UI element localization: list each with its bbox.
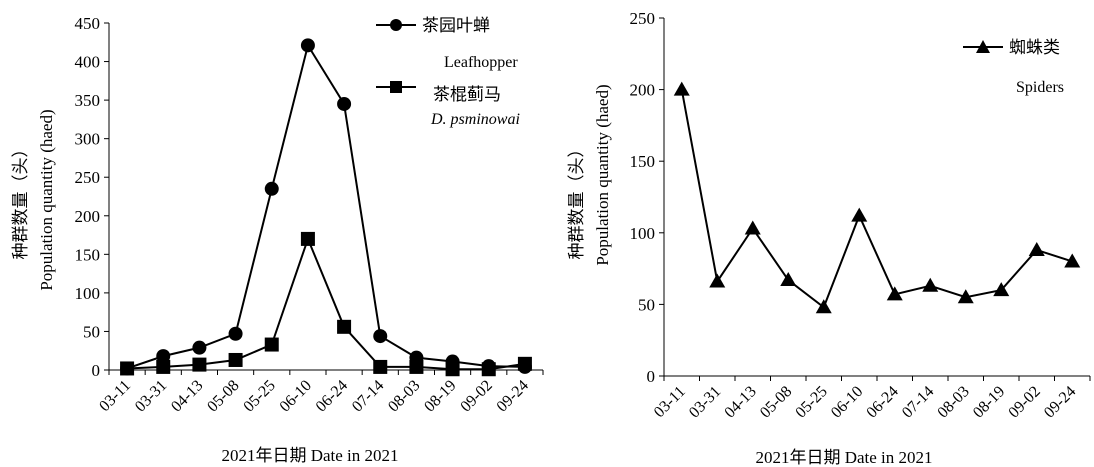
x-tick-label: 07-14 bbox=[349, 377, 387, 415]
x-tick-label: 03-11 bbox=[96, 377, 134, 415]
x-tick-label: 04-13 bbox=[721, 383, 759, 421]
y-tick-label: 100 bbox=[75, 284, 101, 303]
data-point-square bbox=[481, 362, 496, 377]
data-point-triangle bbox=[886, 286, 903, 301]
y-axis-label-en-right: Population quantity (haed) bbox=[593, 84, 612, 265]
x-tick-label: 05-25 bbox=[240, 377, 278, 415]
y-tick-label: 300 bbox=[75, 130, 101, 149]
legend-label-spiders-cn: 蜘蛛类 bbox=[1009, 38, 1060, 57]
x-axis-label-right: 2021年日期 Date in 2021 bbox=[755, 448, 932, 467]
legend-right: 蜘蛛类 Spiders bbox=[963, 38, 1064, 96]
legend-label-spiders-en: Spiders bbox=[1016, 79, 1064, 96]
x-tick-label: 09-02 bbox=[457, 377, 495, 415]
y-tick-label: 0 bbox=[92, 361, 101, 380]
data-point-triangle bbox=[851, 207, 868, 222]
plot-area-right: 0 50 100 150 200 250 03-1103-3104-1305-0805-25… bbox=[630, 9, 1091, 421]
data-point-square bbox=[517, 356, 532, 371]
data-point-circle bbox=[373, 329, 388, 344]
y-tick-label: 150 bbox=[630, 152, 656, 171]
x-tick-label: 08-03 bbox=[934, 383, 972, 421]
data-point-triangle bbox=[957, 289, 974, 304]
y-axis-label-en-left: Population quantity (haed) bbox=[37, 109, 56, 290]
legend-marker-circle bbox=[390, 19, 402, 31]
x-tick-label: 04-13 bbox=[168, 377, 206, 415]
series-line-triangle bbox=[680, 89, 1073, 309]
legend-marker-square bbox=[390, 81, 402, 93]
y-tick-label: 400 bbox=[75, 53, 101, 72]
data-point-square bbox=[156, 359, 171, 374]
x-tick-label: 09-24 bbox=[494, 377, 532, 415]
y-tick-label: 200 bbox=[75, 207, 101, 226]
y-tick-label: 150 bbox=[75, 245, 101, 264]
data-point-triangle bbox=[815, 299, 832, 314]
legend-label-thrips-cn: 茶棍蓟马 bbox=[433, 85, 501, 104]
data-point-square bbox=[337, 319, 352, 334]
y-tick-label: 50 bbox=[83, 322, 100, 341]
x-tick-label: 08-03 bbox=[385, 377, 423, 415]
y-tick-label: 50 bbox=[638, 295, 655, 314]
x-tick-label: 06-10 bbox=[828, 383, 866, 421]
x-tick-label: 06-24 bbox=[863, 383, 901, 421]
x-tick-label: 08-19 bbox=[421, 377, 459, 415]
data-point-square bbox=[445, 362, 460, 377]
data-point-triangle bbox=[1028, 241, 1045, 256]
legend-label-thrips-en: D. psminowai bbox=[430, 111, 520, 128]
chart-spiders: 0 50 100 150 200 250 03-1103-3104-1305-0805-25… bbox=[567, 9, 1091, 467]
x-tick-label: 07-14 bbox=[899, 383, 937, 421]
data-point-triangle bbox=[922, 277, 939, 292]
y-tick-label: 250 bbox=[75, 168, 101, 187]
data-point-circle bbox=[156, 349, 171, 364]
legend-marker-triangle bbox=[976, 40, 990, 53]
data-point-square bbox=[300, 231, 315, 246]
plot-area-left: 0 50 100 150 200 250 300 350 400 450 03-1103-3104-… bbox=[75, 14, 544, 415]
y-tick-label: 450 bbox=[75, 14, 101, 33]
x-tick-label: 05-08 bbox=[204, 377, 242, 415]
y-tick-label: 0 bbox=[647, 367, 656, 386]
data-point-triangle bbox=[780, 272, 797, 287]
data-point-circle bbox=[337, 96, 352, 111]
data-point-circle bbox=[228, 326, 243, 341]
x-tick-label: 06-10 bbox=[277, 377, 315, 415]
data-point-triangle bbox=[744, 220, 761, 235]
data-point-square bbox=[409, 359, 424, 374]
data-point-circle bbox=[192, 340, 207, 355]
data-point-circle bbox=[300, 38, 315, 53]
x-tick-label: 03-11 bbox=[651, 383, 689, 421]
chart-leafhopper-thrips: 0 50 100 150 200 250 300 350 400 450 03-1103-3104-… bbox=[11, 14, 544, 465]
y-tick-label: 250 bbox=[630, 9, 656, 28]
data-point-triangle bbox=[1064, 253, 1081, 268]
y-tick-label: 200 bbox=[630, 81, 656, 100]
y-axis-label-cn-left: 种群数量（头） bbox=[11, 141, 30, 260]
x-tick-label: 09-02 bbox=[1005, 383, 1043, 421]
data-point-square bbox=[264, 337, 279, 352]
x-axis-label-left: 2021年日期 Date in 2021 bbox=[221, 446, 398, 465]
x-tick-label: 05-25 bbox=[792, 383, 830, 421]
data-point-square bbox=[228, 352, 243, 367]
y-axis-label-cn-right: 种群数量（头） bbox=[567, 141, 586, 260]
data-point-circle bbox=[264, 181, 279, 196]
legend-label-leafhopper-cn: 茶园叶蝉 bbox=[422, 16, 490, 35]
x-tick-label: 03-31 bbox=[132, 377, 170, 415]
data-point-triangle bbox=[993, 282, 1010, 297]
data-point-square bbox=[120, 361, 135, 376]
x-tick-label: 08-19 bbox=[970, 383, 1008, 421]
legend-left: 茶园叶蝉 Leafhopper 茶棍蓟马 D. psminowai bbox=[376, 16, 520, 128]
x-tick-label: 06-24 bbox=[313, 377, 351, 415]
data-point-triangle bbox=[673, 81, 690, 96]
legend-label-leafhopper-en: Leafhopper bbox=[444, 54, 518, 71]
x-tick-label: 05-08 bbox=[757, 383, 795, 421]
x-tick-label: 09-24 bbox=[1041, 383, 1079, 421]
data-point-triangle bbox=[709, 273, 726, 288]
data-point-square bbox=[192, 357, 207, 372]
y-tick-label: 100 bbox=[630, 224, 656, 243]
y-tick-label: 350 bbox=[75, 91, 101, 110]
data-point-square bbox=[373, 359, 388, 374]
x-tick-label: 03-31 bbox=[686, 383, 724, 421]
